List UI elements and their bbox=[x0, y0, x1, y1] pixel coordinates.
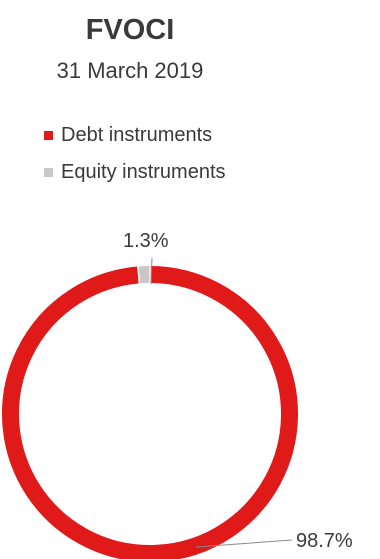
legend-swatch-debt bbox=[44, 131, 53, 140]
data-label-equity: 1.3% bbox=[123, 230, 169, 252]
leader-line-debt bbox=[195, 539, 293, 548]
chart-title: FVOCI bbox=[85, 14, 175, 46]
legend-item-equity: Equity instruments bbox=[44, 159, 226, 186]
legend-swatch-equity bbox=[44, 168, 53, 177]
legend-label-debt: Debt instruments bbox=[61, 124, 213, 146]
donut-slice-debt bbox=[2, 266, 298, 559]
legend: Debt instruments Equity instruments bbox=[44, 122, 226, 196]
legend-label-equity: Equity instruments bbox=[61, 161, 226, 183]
legend-item-debt: Debt instruments bbox=[44, 122, 226, 149]
leader-line-equity bbox=[150, 257, 153, 285]
chart-subtitle: 31 March 2019 bbox=[56, 58, 204, 83]
data-label-debt: 98.7% bbox=[296, 530, 353, 552]
